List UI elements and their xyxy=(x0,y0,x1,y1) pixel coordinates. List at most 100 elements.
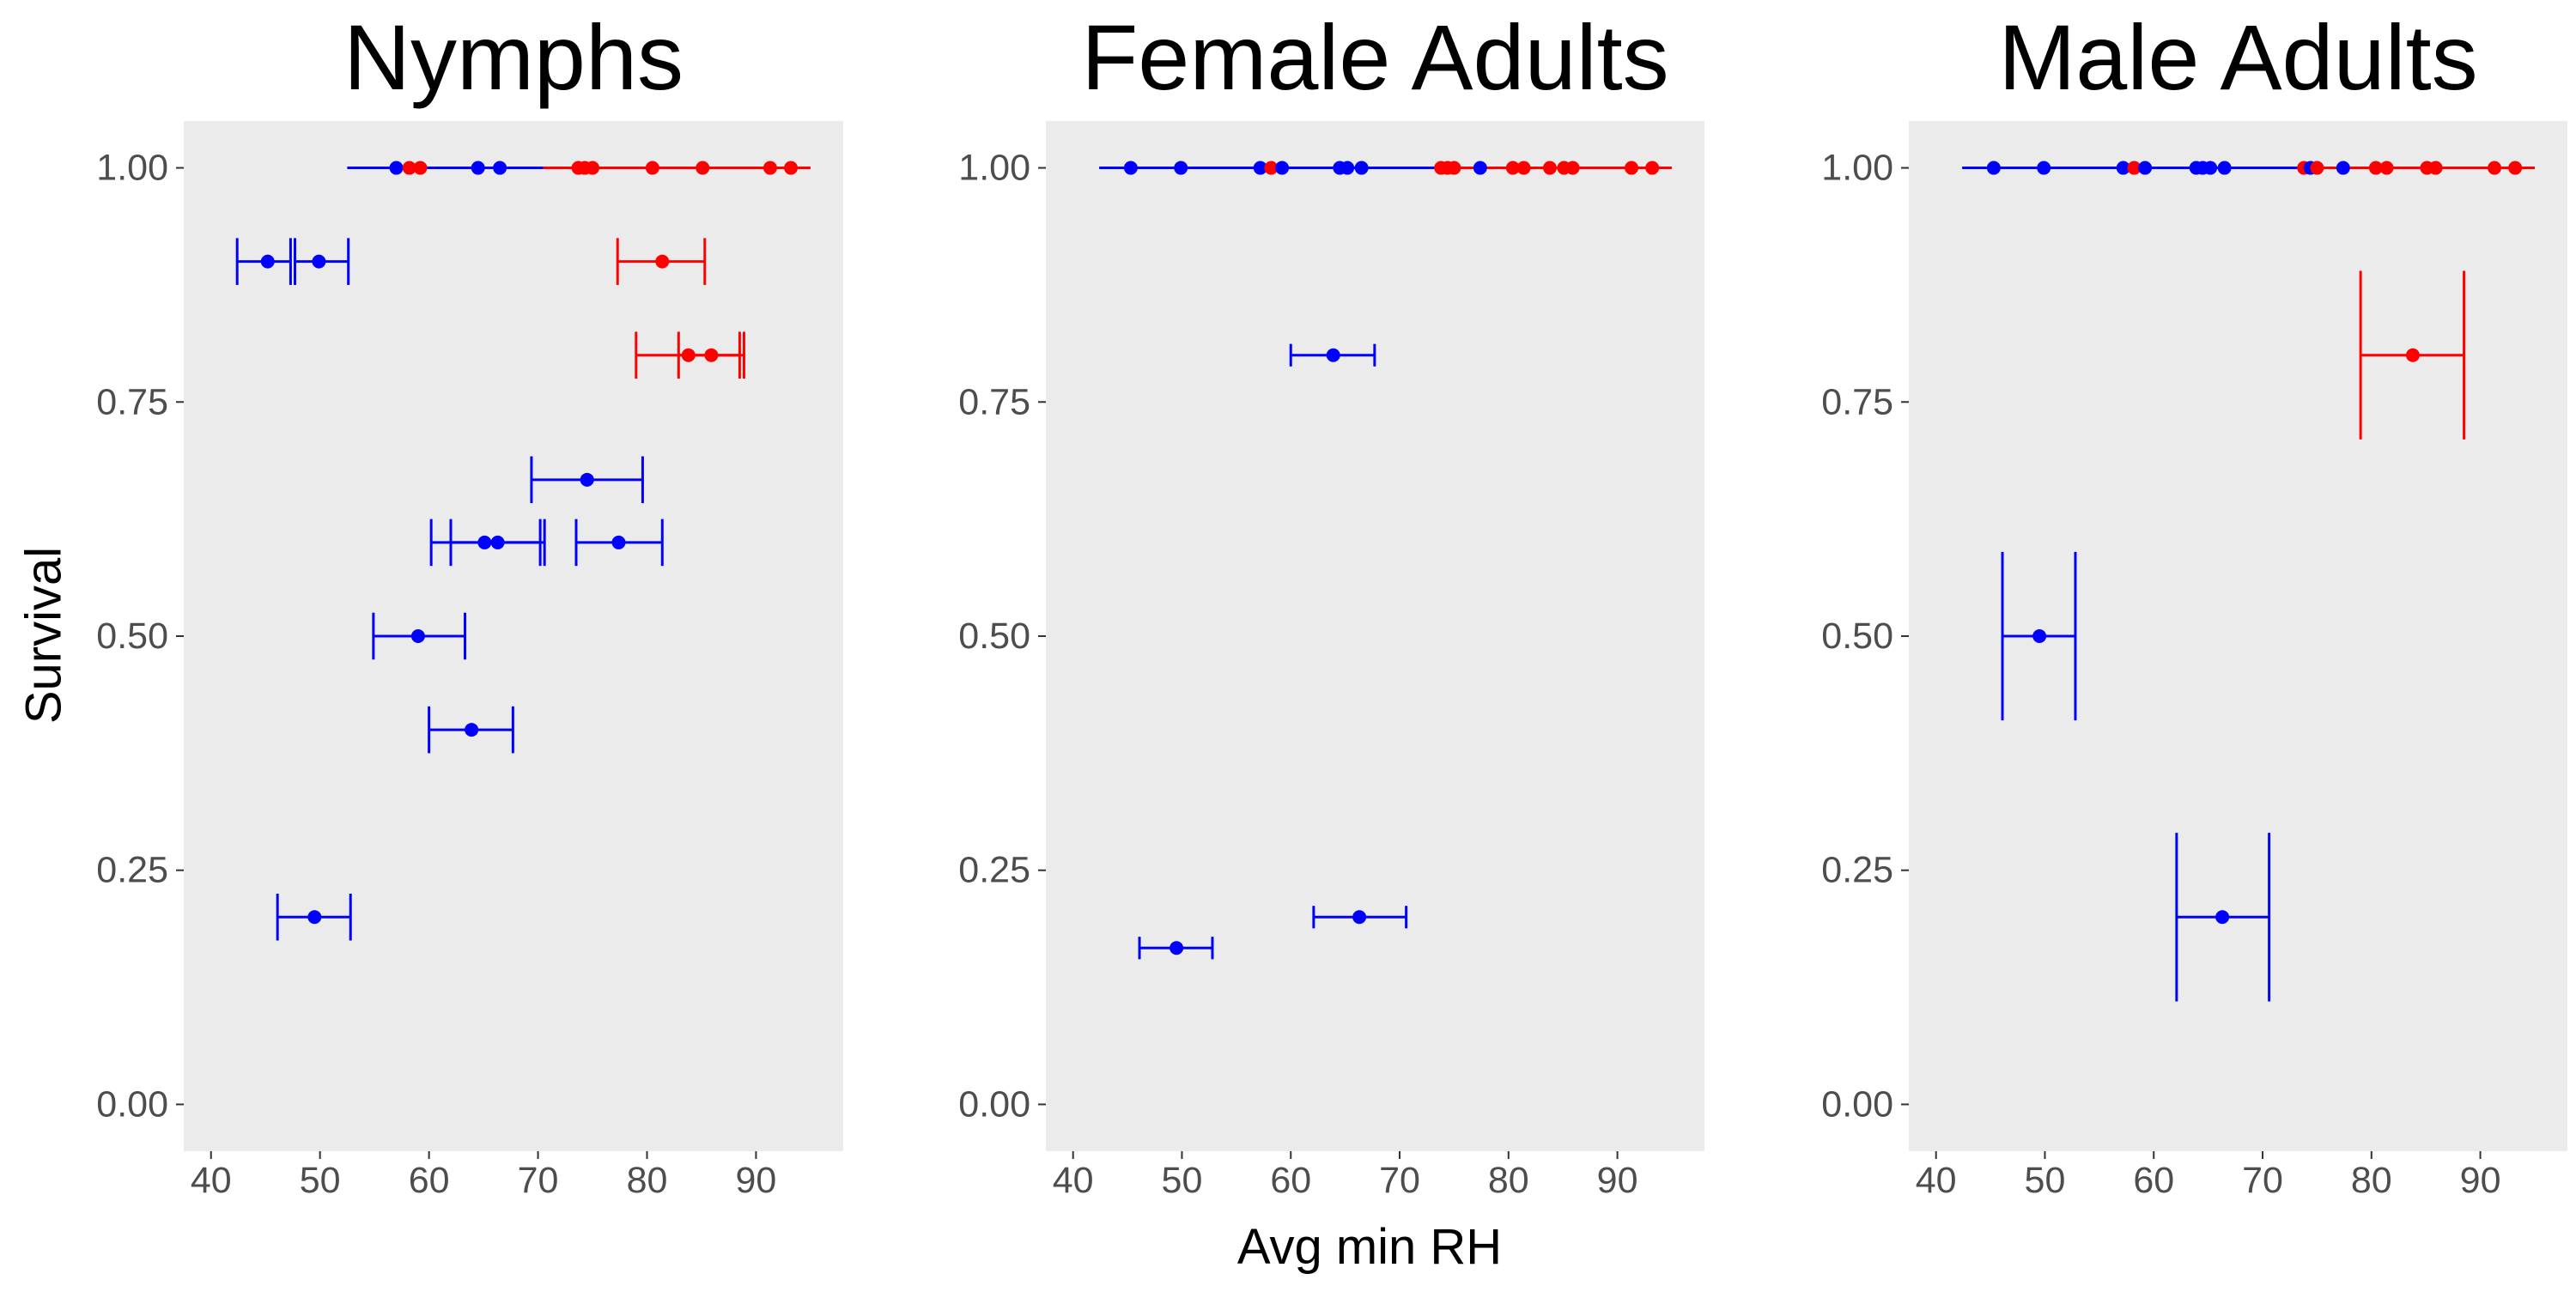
data-point xyxy=(2488,161,2502,175)
y-tick-label: 0.75 xyxy=(1821,381,1893,422)
data-point xyxy=(1516,161,1531,175)
data-point xyxy=(1275,161,1290,175)
data-point xyxy=(1354,161,1369,175)
x-tick-label: 40 xyxy=(191,1160,232,1201)
y-tick-label: 1.00 xyxy=(96,148,168,189)
y-tick-label: 0.00 xyxy=(958,1083,1030,1125)
y-axis-title: Survival xyxy=(15,547,71,724)
errorbar-point xyxy=(704,348,719,362)
data-point xyxy=(1565,161,1580,175)
errorbar-point xyxy=(2032,629,2047,643)
x-tick-label: 70 xyxy=(518,1160,559,1201)
x-tick-label: 80 xyxy=(2351,1160,2392,1201)
x-tick-label: 40 xyxy=(1916,1160,1957,1201)
data-point xyxy=(1123,161,1138,175)
panel-background xyxy=(184,121,843,1151)
data-point xyxy=(1473,161,1487,175)
errorbar-point xyxy=(611,535,626,549)
x-tick-label: 60 xyxy=(2133,1160,2174,1201)
data-point xyxy=(493,161,507,175)
x-tick-label: 60 xyxy=(1270,1160,1311,1201)
y-tick-label: 0.25 xyxy=(96,850,168,891)
x-tick-label: 50 xyxy=(300,1160,341,1201)
data-point xyxy=(2336,161,2350,175)
panel-1: Nymphs 0.00 0.25 0.50 0.75 1.00 40 50 60 70 80 90 xyxy=(96,5,843,1201)
data-point xyxy=(1253,161,1267,175)
data-point xyxy=(1542,161,1557,175)
data-point xyxy=(1986,161,2001,175)
data-point xyxy=(2508,161,2523,175)
data-point xyxy=(1505,161,1520,175)
y-tick-label: 0.00 xyxy=(96,1083,168,1125)
x-tick-label: 50 xyxy=(1162,1160,1203,1201)
errorbar-point xyxy=(312,254,326,269)
data-point xyxy=(2428,161,2443,175)
data-point xyxy=(1174,161,1188,175)
data-point xyxy=(2310,161,2324,175)
y-tick-label: 0.50 xyxy=(1821,616,1893,657)
x-tick-label: 50 xyxy=(2025,1160,2066,1201)
panel-2: Female Adults 0.00 0.25 0.50 0.75 1.00 40 50 60 7… xyxy=(958,5,1704,1201)
data-point xyxy=(762,161,777,175)
x-tick-label: 90 xyxy=(1597,1160,1638,1201)
y-tick-label: 0.00 xyxy=(1821,1083,1893,1125)
data-point xyxy=(784,161,799,175)
y-tick-label: 0.50 xyxy=(958,616,1030,657)
errorbar-point xyxy=(307,910,322,925)
errorbar-point xyxy=(580,472,594,487)
y-tick-label: 1.00 xyxy=(958,148,1030,189)
data-point xyxy=(586,161,600,175)
errorbar-point xyxy=(1170,941,1184,955)
data-point xyxy=(696,161,710,175)
x-axis-title: Avg min RH xyxy=(1237,1219,1502,1275)
errorbar-point xyxy=(490,535,505,549)
data-point xyxy=(1340,161,1355,175)
data-point xyxy=(2037,161,2051,175)
x-tick-label: 70 xyxy=(1379,1160,1420,1201)
data-point xyxy=(2116,161,2130,175)
y-tick-label: 0.50 xyxy=(96,616,168,657)
data-point xyxy=(1625,161,1639,175)
panel-background xyxy=(1046,121,1704,1151)
x-tick-label: 80 xyxy=(1488,1160,1529,1201)
panel-title: Male Adults xyxy=(1998,5,2477,109)
errorbar-point xyxy=(465,723,479,737)
data-point xyxy=(2217,161,2232,175)
data-point xyxy=(471,161,485,175)
data-point xyxy=(2203,161,2218,175)
y-tick-label: 0.25 xyxy=(1821,850,1893,891)
errorbar-point xyxy=(2405,348,2420,362)
x-tick-label: 80 xyxy=(627,1160,668,1201)
data-point xyxy=(1645,161,1660,175)
data-point xyxy=(2368,161,2383,175)
errorbar-point xyxy=(2215,910,2230,925)
errorbar-point xyxy=(410,629,425,643)
x-tick-label: 90 xyxy=(2460,1160,2501,1201)
errorbar-point xyxy=(655,254,670,269)
data-point xyxy=(389,161,404,175)
y-tick-label: 0.75 xyxy=(958,381,1030,422)
panel-title: Nymphs xyxy=(343,5,683,109)
data-point xyxy=(645,161,659,175)
data-point xyxy=(2138,161,2153,175)
y-tick-label: 1.00 xyxy=(1821,148,1893,189)
data-point xyxy=(2127,161,2142,175)
errorbar-point xyxy=(1326,348,1340,362)
x-tick-label: 40 xyxy=(1053,1160,1094,1201)
errorbar-point xyxy=(260,254,275,269)
panel-3: Male Adults 0.00 0.25 0.50 0.75 1.00 40 50 60 70 8… xyxy=(1821,5,2567,1201)
data-point xyxy=(402,161,416,175)
y-tick-label: 0.25 xyxy=(958,850,1030,891)
y-tick-label: 0.75 xyxy=(96,381,168,422)
errorbar-point xyxy=(1352,910,1367,925)
x-tick-label: 70 xyxy=(2242,1160,2283,1201)
x-tick-label: 60 xyxy=(409,1160,450,1201)
x-tick-label: 90 xyxy=(736,1160,777,1201)
data-point xyxy=(1447,161,1461,175)
data-point xyxy=(2379,161,2394,175)
panel-title: Female Adults xyxy=(1081,5,1668,109)
data-point xyxy=(1264,161,1279,175)
